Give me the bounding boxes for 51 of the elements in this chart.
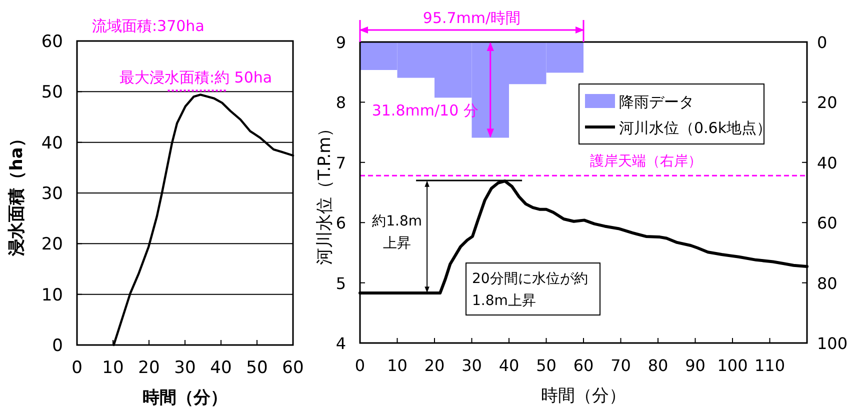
y-tick-label: 30 bbox=[41, 184, 63, 204]
x-tick-label: 20 bbox=[138, 358, 160, 378]
x-tick-label: 40 bbox=[210, 358, 232, 378]
annotation: 95.7mm/時間 bbox=[422, 9, 521, 27]
text: 流域面積:370ha bbox=[92, 17, 204, 35]
y-tick-label: 8 bbox=[336, 93, 346, 112]
x-tick-label: 30 bbox=[462, 356, 482, 375]
y-tick-label: 10 bbox=[41, 285, 63, 306]
x-tick-label: 10 bbox=[102, 358, 124, 378]
x-tick-label: 20 bbox=[424, 356, 445, 375]
y2-tick-label: 60 bbox=[817, 214, 838, 233]
y-tick-label: 6 bbox=[336, 214, 346, 233]
x-tick-label: 100 bbox=[717, 356, 748, 375]
x-tick-label: 80 bbox=[648, 356, 668, 375]
x-tick-label: 60 bbox=[573, 356, 594, 375]
x-tick-label: 0 bbox=[72, 358, 82, 378]
x-tick-label: 50 bbox=[536, 356, 556, 375]
y-tick-label: 20 bbox=[41, 234, 63, 255]
y-tick-label: 0 bbox=[52, 336, 63, 356]
annotation: 20分間に水位が約 1.8m上昇 bbox=[472, 271, 588, 309]
x-axis-title: 時間（分） bbox=[541, 386, 626, 406]
y-tick-label: 4 bbox=[336, 334, 346, 353]
x-tick-label: 90 bbox=[685, 356, 706, 375]
annotation: 約1.8m 上昇 bbox=[372, 213, 422, 252]
x-tick-label: 10 bbox=[387, 356, 408, 375]
x-tick-label: 50 bbox=[246, 358, 268, 378]
y-tick-label: 9 bbox=[336, 33, 346, 52]
y2-tick-label: 20 bbox=[817, 93, 838, 112]
y-tick-label: 60 bbox=[41, 32, 63, 52]
y-tick-label: 50 bbox=[41, 82, 63, 103]
y-tick-label: 7 bbox=[336, 153, 346, 172]
x-tick-label: 60 bbox=[282, 358, 304, 378]
x-tick-label: 30 bbox=[174, 358, 196, 378]
x-tick-label: 40 bbox=[498, 356, 520, 375]
y-tick-label: 40 bbox=[41, 133, 63, 154]
y2-tick-label: 40 bbox=[817, 153, 838, 172]
y2-tick-label: 0 bbox=[817, 33, 828, 52]
x-tick-label: 70 bbox=[610, 356, 631, 375]
legend-label: 河川水位（0.6k地点） bbox=[619, 119, 772, 137]
x-tick-label: 0 bbox=[354, 356, 366, 375]
y2-tick-label: 80 bbox=[817, 274, 838, 293]
ref-line-label: 護岸天端（右岸） bbox=[590, 154, 702, 170]
y-tick-label: 5 bbox=[336, 274, 346, 293]
y-axis-title: 河川水位（T.P.m） bbox=[315, 120, 335, 266]
annotation: 最大浸水面積:約 50ha bbox=[119, 68, 272, 87]
y2-tick-label: 100 bbox=[817, 334, 847, 353]
x-axis-title: 時間（分） bbox=[142, 388, 228, 408]
y-axis-title: 浸水面積（ha） bbox=[7, 130, 27, 257]
annotation: 31.8mm/10 分 bbox=[372, 102, 478, 120]
x-tick-label: 110 bbox=[754, 356, 786, 375]
legend-label: 降雨データ bbox=[619, 93, 694, 111]
